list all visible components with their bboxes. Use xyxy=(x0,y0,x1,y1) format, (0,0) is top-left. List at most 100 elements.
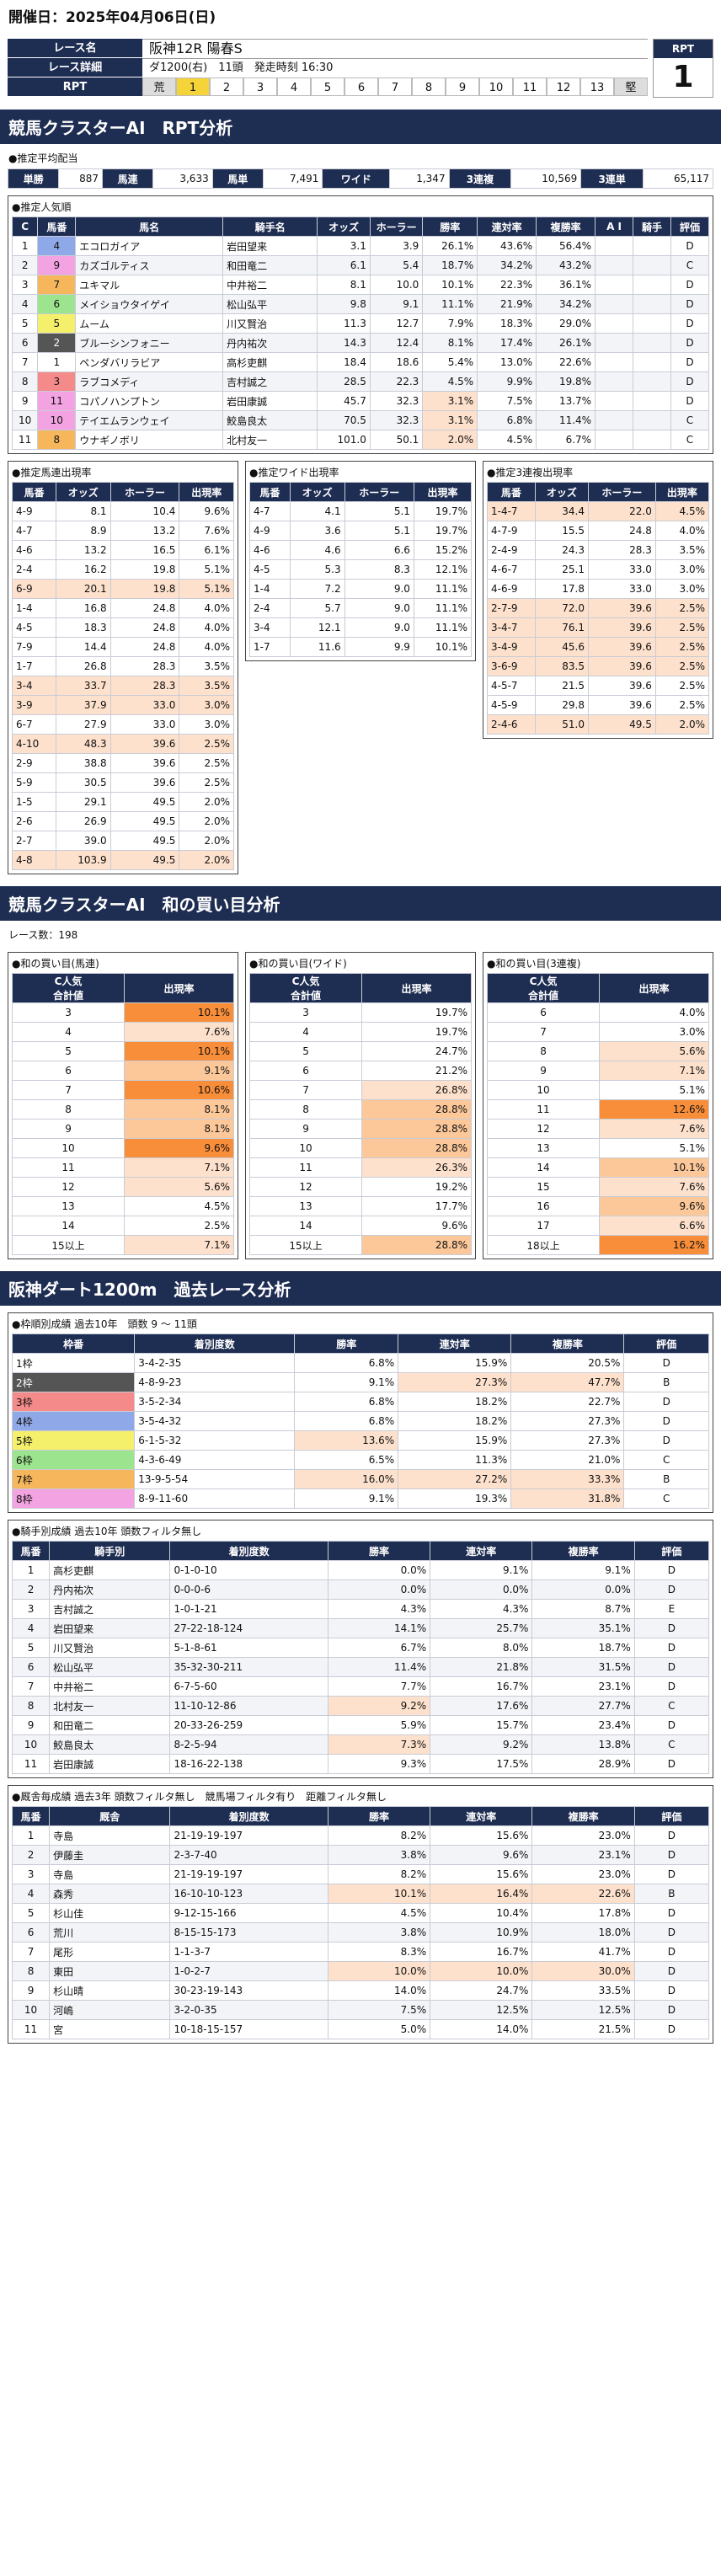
table-row: 6 4.0% xyxy=(486,1002,709,1023)
sum-value: 7 xyxy=(11,1080,126,1100)
wide-table: 馬番 オッズ ホーラー 出現率 4-7 4.1 5.1 19.7% 4-9 3.6 5.1 19.7%… xyxy=(249,482,473,657)
cell: 10.0 xyxy=(369,275,424,295)
cell: C xyxy=(670,430,710,450)
cell: 39.6 xyxy=(109,734,180,754)
table-row: 11 7.1% xyxy=(11,1157,234,1178)
sum-value: 5 xyxy=(11,1041,126,1061)
table-row: 3 10.1% xyxy=(11,1002,234,1023)
cell: 4.1 xyxy=(289,501,345,521)
sum-value: 17 xyxy=(486,1216,601,1236)
cell xyxy=(633,294,671,314)
column-header: 連対率 xyxy=(398,1333,512,1354)
cell: 杉山晴 xyxy=(49,1980,171,2001)
rpt-cell: 10 xyxy=(479,77,513,96)
cell: 5.9% xyxy=(327,1715,431,1735)
table-row: 2-4-9 24.3 28.3 3.5% xyxy=(487,540,710,560)
cell: 3-9 xyxy=(12,695,56,715)
cell: 25.1 xyxy=(534,559,589,580)
cell: 15.9% xyxy=(398,1353,512,1373)
payout-table: 単勝 887 馬連 3,633 馬単 7,491 ワイド 1,347 3連複 10,569 3連単 6… xyxy=(7,168,713,189)
cell: 11-10-12-86 xyxy=(169,1696,328,1716)
cell: 4-5 xyxy=(249,559,291,580)
cell: 12.5% xyxy=(430,2000,533,2020)
cell: 7 xyxy=(11,352,39,372)
column-header: 評価 xyxy=(633,1806,710,1826)
cell: 19.7% xyxy=(413,521,473,541)
table-row: 2-6 26.9 49.5 2.0% xyxy=(12,811,234,831)
cell: 21.8% xyxy=(430,1657,533,1677)
cell: 2.5% xyxy=(179,772,234,793)
table-row: 2-4-6 51.0 49.5 2.0% xyxy=(487,714,710,735)
cell: 2-7-9 xyxy=(487,598,536,618)
cell: 2 xyxy=(37,333,77,353)
sum-value: 3 xyxy=(11,1002,126,1023)
rate: 9.6% xyxy=(124,1138,234,1158)
cell: 9.0 xyxy=(344,579,414,599)
cell: 24.8 xyxy=(109,598,180,618)
rate: 28.8% xyxy=(361,1235,472,1255)
rate: 16.2% xyxy=(599,1235,709,1255)
cell: 26.8 xyxy=(55,656,111,676)
table-row: 3 寺島 21-19-19-197 8.2% 15.6% 23.0% D xyxy=(11,1864,710,1884)
cell: 高杉吏麒 xyxy=(222,352,318,372)
waku-box: ●枠順別成績 過去10年 頭数 9 ～ 11頭 枠番 着別度数 勝率 連対率 複勝率 評価 1… xyxy=(8,1312,713,1513)
cell: 33.7 xyxy=(55,676,111,696)
cell: 2.0% xyxy=(422,430,478,450)
column-header: ホーラー xyxy=(344,482,414,502)
popular-row: 4 6 メイショウタイゲイ 松山弘平 9.8 9.1 11.1% 21.9% 34.2% D xyxy=(11,294,710,314)
cell xyxy=(633,236,671,256)
cell: 21-19-19-197 xyxy=(169,1864,328,1884)
column-header: 勝率 xyxy=(422,216,478,237)
column-header: 厩舎 xyxy=(49,1806,171,1826)
waku-row: 8枠 8-9-11-60 9.1% 19.3% 31.8% C xyxy=(11,1488,709,1509)
table-row: 15以上 7.1% xyxy=(11,1235,234,1255)
trio-box: ●推定3連複出現率 馬番 オッズ ホーラー 出現率 1-4-7 34.4 22.0 4.5% 4-… xyxy=(483,461,713,739)
cell: 19.8 xyxy=(109,579,180,599)
cell: 26.1% xyxy=(422,236,478,256)
cell: 4 xyxy=(11,1618,51,1638)
popular-table: C 馬番 馬名 騎手名 オッズ ホーラー 勝率 連対率 複勝率 A I 騎手 評価 1 4 エコロガイア 岩田… xyxy=(11,216,710,450)
table-row: 3-4 33.7 28.3 3.5% xyxy=(12,676,234,696)
table-row: 5 川又賢治 5-1-8-61 6.7% 8.0% 18.7% D xyxy=(11,1638,710,1658)
sum-value: 12 xyxy=(248,1177,363,1197)
rate: 7.6% xyxy=(599,1119,709,1139)
column-header: 複勝率 xyxy=(531,1541,635,1561)
cell: 4-5-9 xyxy=(487,695,536,715)
cell: 2-3-7-40 xyxy=(169,1845,328,1865)
table-row: 5 杉山佳 9-12-15-166 4.5% 10.4% 17.8% D xyxy=(11,1903,710,1923)
cell: 4-10 xyxy=(12,734,56,754)
sum-value: 8 xyxy=(11,1099,126,1120)
cell: 9.1% xyxy=(294,1372,399,1392)
cell: 11.3% xyxy=(398,1450,512,1470)
cell: 4.0% xyxy=(179,637,234,657)
cell: 23.0% xyxy=(531,1825,635,1846)
table-row: 4-9 3.6 5.1 19.7% xyxy=(249,521,473,541)
rpt-value: 1 xyxy=(672,60,694,94)
cell: D xyxy=(670,236,710,256)
cell: 0.0% xyxy=(327,1560,431,1580)
sum-wide-box: ●和の買い目(ワイド) C人気 合計値 出現率 3 19.7% 4 19.7% 5 24.7% 6 2… xyxy=(245,952,476,1259)
cell: 17.5% xyxy=(430,1754,533,1774)
cell: 北村友一 xyxy=(222,430,318,450)
cell xyxy=(633,313,671,334)
cell: C xyxy=(670,255,710,275)
cell: 3.0% xyxy=(654,579,710,599)
sum-value: 15 xyxy=(486,1177,601,1197)
cell: D xyxy=(670,294,710,314)
cell: D xyxy=(623,1353,709,1373)
payout-value: 3,633 xyxy=(152,168,213,189)
cell: 24.8 xyxy=(109,637,180,657)
wide-box: ●推定ワイド出現率 馬番 オッズ ホーラー 出現率 4-7 4.1 5.1 19.7% 4-9 3.… xyxy=(245,461,476,661)
column-header: 出現率 xyxy=(654,482,710,502)
cell: 49.5 xyxy=(587,714,656,735)
table-row: 4 7.6% xyxy=(11,1022,234,1042)
race-name-label: レース名 xyxy=(8,39,142,57)
cell: 7-9 xyxy=(12,637,56,657)
column-header: 馬名 xyxy=(75,216,224,237)
cell: 2.0% xyxy=(179,811,234,831)
cell: 4-6 xyxy=(12,540,56,560)
cell: 32.3 xyxy=(369,410,424,430)
cell: 7枠 xyxy=(11,1469,136,1489)
column-header: 騎手別 xyxy=(49,1541,171,1561)
sum-value: 7 xyxy=(486,1022,601,1042)
